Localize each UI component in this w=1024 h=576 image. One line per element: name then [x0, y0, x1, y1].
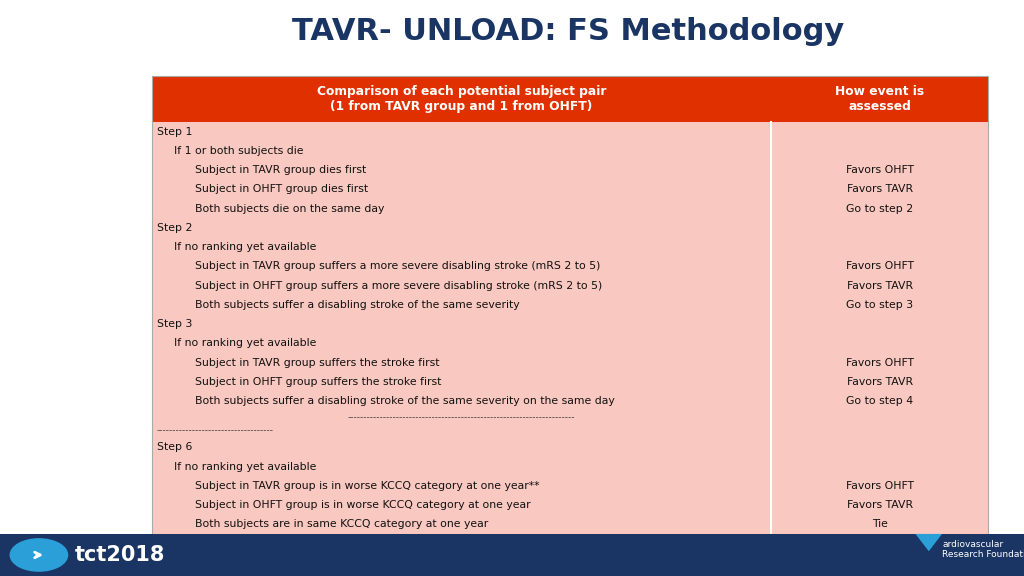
- Text: Subject in OHFT group is in worse KCCQ category at one year: Subject in OHFT group is in worse KCCQ c…: [195, 500, 530, 510]
- Text: ------------------------------------: ------------------------------------: [157, 426, 273, 435]
- Bar: [152, 76, 988, 122]
- Text: tct2018: tct2018: [75, 545, 165, 565]
- Text: Go to step 4: Go to step 4: [846, 396, 913, 406]
- Text: Favors TAVR: Favors TAVR: [847, 377, 912, 387]
- Text: Step 3: Step 3: [157, 319, 193, 329]
- Text: Go to step 2: Go to step 2: [846, 204, 913, 214]
- Text: Tie: Tie: [871, 520, 888, 529]
- Text: If no ranking yet available: If no ranking yet available: [174, 461, 316, 472]
- Text: Subject in TAVR group is in worse KCCQ category at one year**: Subject in TAVR group is in worse KCCQ c…: [195, 481, 539, 491]
- Text: ardiovascular
Research Foundation: ardiovascular Research Foundation: [942, 540, 1024, 559]
- Text: Subject in TAVR group suffers a more severe disabling stroke (mRS 2 to 5): Subject in TAVR group suffers a more sev…: [195, 262, 600, 271]
- Text: Favors TAVR: Favors TAVR: [847, 281, 912, 291]
- Text: If no ranking yet available: If no ranking yet available: [174, 242, 316, 252]
- Text: Subject in TAVR group dies first: Subject in TAVR group dies first: [195, 165, 366, 175]
- Text: Step 1: Step 1: [157, 127, 193, 137]
- Polygon shape: [915, 534, 942, 551]
- Text: ----------------------------------------------------------------------: ----------------------------------------…: [347, 413, 575, 422]
- Circle shape: [10, 539, 68, 571]
- Text: Go to step 3: Go to step 3: [846, 300, 913, 310]
- Text: Favors TAVR: Favors TAVR: [847, 500, 912, 510]
- Text: Both subjects die on the same day: Both subjects die on the same day: [195, 204, 384, 214]
- Text: Both subjects are in same KCCQ category at one year: Both subjects are in same KCCQ category …: [195, 520, 487, 529]
- Text: Both subjects suffer a disabling stroke of the same severity: Both subjects suffer a disabling stroke …: [195, 300, 519, 310]
- Text: Subject in OHFT group dies first: Subject in OHFT group dies first: [195, 184, 368, 195]
- Bar: [0, 534, 1024, 576]
- Text: Subject in TAVR group suffers the stroke first: Subject in TAVR group suffers the stroke…: [195, 358, 439, 367]
- Bar: [152, 122, 988, 534]
- Text: How event is
assessed: How event is assessed: [835, 85, 925, 113]
- Text: If no ranking yet available: If no ranking yet available: [174, 339, 316, 348]
- Text: Favors TAVR: Favors TAVR: [847, 184, 912, 195]
- Text: Favors OHFT: Favors OHFT: [846, 481, 913, 491]
- Text: Comparison of each potential subject pair
(1 from TAVR group and 1 from OHFT): Comparison of each potential subject pai…: [316, 85, 606, 113]
- Text: Both subjects suffer a disabling stroke of the same severity on the same day: Both subjects suffer a disabling stroke …: [195, 396, 614, 406]
- Text: Favors OHFT: Favors OHFT: [846, 165, 913, 175]
- Text: Subject in OHFT group suffers the stroke first: Subject in OHFT group suffers the stroke…: [195, 377, 441, 387]
- Text: Step 2: Step 2: [157, 223, 193, 233]
- Text: Favors OHFT: Favors OHFT: [846, 358, 913, 367]
- Bar: [152, 76, 988, 534]
- Text: Subject in OHFT group suffers a more severe disabling stroke (mRS 2 to 5): Subject in OHFT group suffers a more sev…: [195, 281, 602, 291]
- Text: If 1 or both subjects die: If 1 or both subjects die: [174, 146, 303, 156]
- Text: TAVR- UNLOAD: FS Methodology: TAVR- UNLOAD: FS Methodology: [292, 17, 845, 46]
- Text: Favors OHFT: Favors OHFT: [846, 262, 913, 271]
- Text: Step 6: Step 6: [157, 442, 193, 452]
